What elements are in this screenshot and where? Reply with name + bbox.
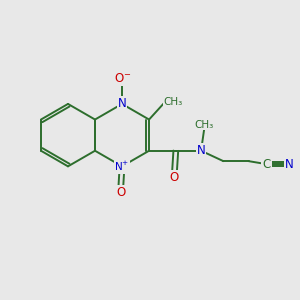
Text: N: N bbox=[118, 98, 126, 110]
Text: O: O bbox=[170, 171, 179, 184]
Text: C: C bbox=[262, 158, 271, 171]
Text: N$^{+}$: N$^{+}$ bbox=[114, 160, 130, 173]
Text: CH₃: CH₃ bbox=[164, 97, 183, 107]
Text: N: N bbox=[285, 158, 294, 171]
Text: O: O bbox=[116, 186, 125, 199]
Text: CH₃: CH₃ bbox=[194, 120, 214, 130]
Text: N: N bbox=[197, 144, 206, 157]
Text: O$^{-}$: O$^{-}$ bbox=[114, 72, 131, 85]
